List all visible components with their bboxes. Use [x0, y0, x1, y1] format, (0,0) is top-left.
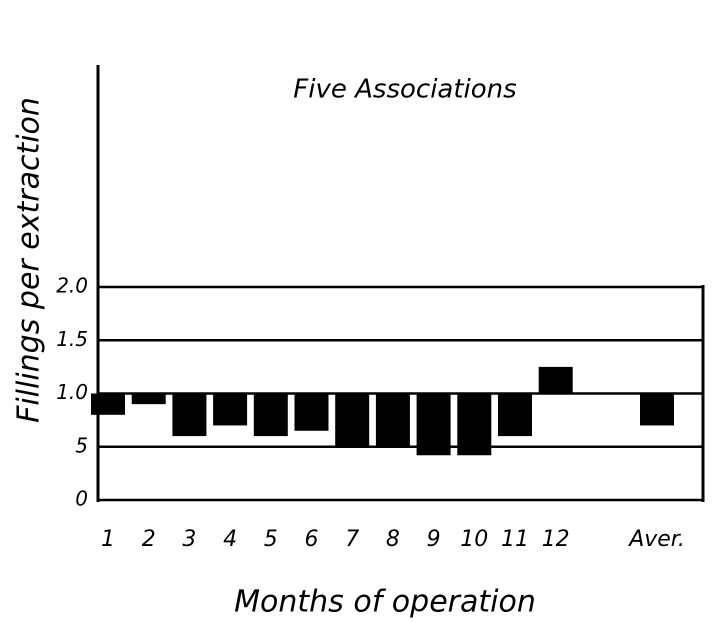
- bar: [172, 393, 207, 437]
- y-axis-label: Fillings per extraction: [12, 97, 47, 423]
- bar: [335, 393, 370, 447]
- y-tick-label: 2.0: [56, 274, 88, 298]
- x-tick-label: 6: [305, 527, 319, 552]
- bar: [91, 393, 125, 415]
- chart-title: Five Associations: [293, 75, 516, 105]
- x-tick-label: 10: [460, 527, 488, 552]
- x-tick-label: 4: [223, 527, 237, 552]
- bar: [416, 393, 451, 456]
- x-tick-label: Aver.: [627, 527, 685, 552]
- x-tick-label: 7: [345, 527, 359, 552]
- y-tick-label: 5: [75, 433, 88, 457]
- y-tick-label: 0: [75, 487, 88, 511]
- x-tick-label: 8: [386, 527, 400, 552]
- bar: [213, 393, 248, 426]
- x-tick-label: 11: [501, 527, 529, 552]
- bar: [294, 393, 329, 431]
- bar: [538, 366, 573, 394]
- bar: [640, 393, 674, 426]
- y-tick-label: 1.5: [56, 327, 88, 351]
- x-axis-label: Months of operation: [234, 585, 536, 620]
- x-tick-label: 1: [101, 527, 115, 552]
- x-tick-label: 5: [264, 527, 278, 552]
- y-tick-label: 1.0: [56, 380, 88, 404]
- x-tick-label: 9: [427, 527, 441, 552]
- bar: [131, 393, 166, 405]
- x-tick-label: 12: [542, 527, 570, 552]
- bar: [253, 393, 288, 437]
- x-tick-label: 3: [182, 527, 196, 552]
- x-tick-label: 2: [142, 527, 156, 552]
- bar: [375, 393, 410, 447]
- bar: [498, 393, 532, 437]
- bar: [457, 393, 492, 456]
